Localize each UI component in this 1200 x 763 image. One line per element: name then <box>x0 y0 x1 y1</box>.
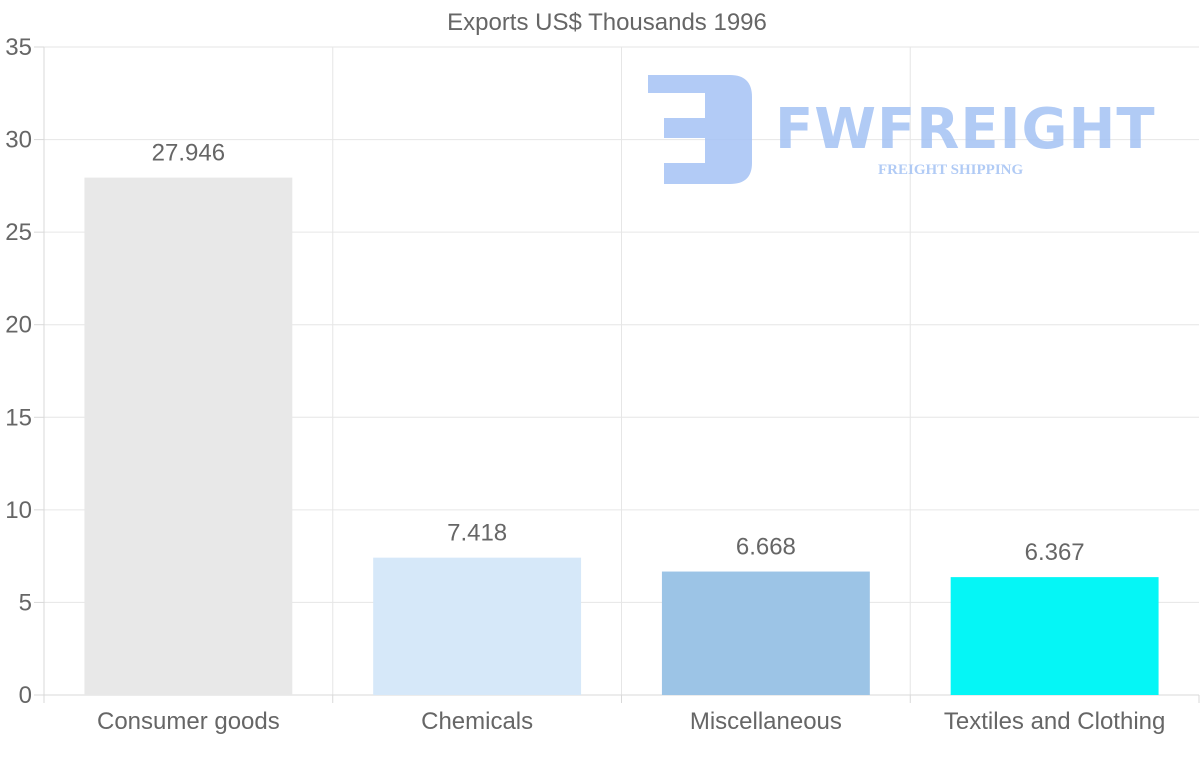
watermark-tagline-text: FREIGHT SHIPPING <box>878 162 1023 178</box>
x-tick-label-1: Consumer goods <box>97 708 280 735</box>
y-tick-label: 5 <box>19 589 32 616</box>
x-tick-labels: Consumer goods Chemicals Miscellaneous Text… <box>97 708 1165 735</box>
y-tick-label: 20 <box>5 312 32 339</box>
bar-3 <box>661 571 870 695</box>
y-tick-label: 10 <box>5 497 32 524</box>
bar-2 <box>373 557 582 695</box>
x-tick-label-3: Miscellaneous <box>690 708 842 735</box>
y-tick-label: 35 <box>5 34 32 61</box>
y-tick-label: 15 <box>5 404 32 431</box>
y-tick-label: 0 <box>19 682 32 709</box>
y-tick-labels: 0 5 10 15 20 25 30 35 <box>5 34 32 709</box>
data-label-3: 6.668 <box>736 534 796 561</box>
data-labels: 27.946 7.418 6.668 6.367 <box>152 140 1085 567</box>
y-tick-label: 30 <box>5 127 32 154</box>
x-tick-label-4: Textiles and Clothing <box>944 708 1165 735</box>
watermark: FWFREIGHT FREIGHT SHIPPING <box>648 75 1156 184</box>
bar-1 <box>84 177 293 695</box>
watermark-logo-icon <box>648 75 752 184</box>
x-tick-label-2: Chemicals <box>421 708 533 735</box>
data-label-1: 27.946 <box>152 140 225 167</box>
y-tick-label: 25 <box>5 219 32 246</box>
chart-title: Exports US$ Thousands 1996 <box>447 9 767 36</box>
data-label-2: 7.418 <box>447 520 507 547</box>
bar-4 <box>950 577 1159 695</box>
bars <box>84 177 1159 695</box>
data-label-4: 6.367 <box>1025 539 1085 566</box>
watermark-brand-text: FWFREIGHT <box>775 97 1156 162</box>
